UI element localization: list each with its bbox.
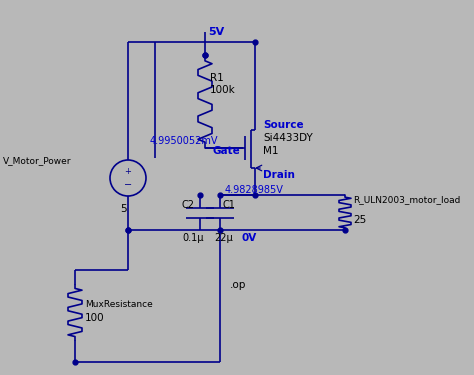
Text: Drain: Drain	[263, 170, 295, 180]
Text: Source: Source	[263, 120, 304, 130]
Text: +: +	[125, 168, 131, 177]
Text: 100: 100	[85, 313, 105, 323]
Text: C1: C1	[223, 200, 236, 210]
Text: Si4433DY: Si4433DY	[263, 133, 313, 143]
Text: −: −	[124, 180, 132, 190]
Text: R_ULN2003_motor_load: R_ULN2003_motor_load	[353, 195, 460, 204]
Text: C2: C2	[182, 200, 195, 210]
Text: 0V: 0V	[242, 233, 257, 243]
Text: 100k: 100k	[210, 85, 236, 95]
Text: .op: .op	[230, 280, 246, 290]
Text: 25: 25	[353, 215, 366, 225]
Text: MuxResistance: MuxResistance	[85, 300, 153, 309]
Text: V_Motor_Power: V_Motor_Power	[3, 156, 72, 165]
Text: 0.1μ: 0.1μ	[182, 233, 203, 243]
Text: Gate: Gate	[213, 146, 241, 156]
Text: 5: 5	[120, 204, 127, 214]
Text: 22μ: 22μ	[214, 233, 233, 243]
Text: 4.9950052mV: 4.9950052mV	[150, 136, 219, 146]
Text: R1: R1	[210, 73, 224, 83]
Text: M1: M1	[263, 146, 279, 156]
Text: 4.9828985V: 4.9828985V	[225, 185, 284, 195]
Text: 5V: 5V	[208, 27, 224, 37]
